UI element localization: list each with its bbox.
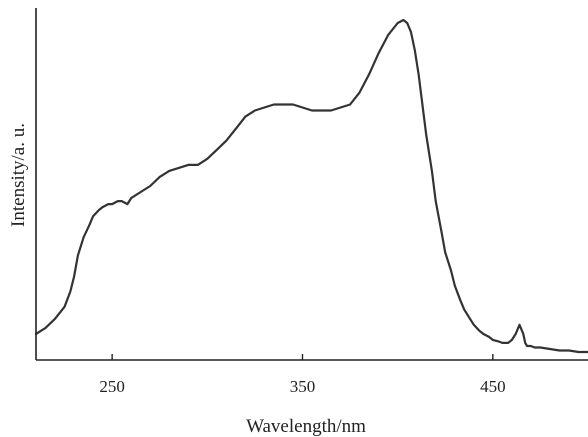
x-tick-label: 450 <box>480 377 506 396</box>
x-axis-ticks: 250 350 450 <box>99 354 506 396</box>
x-axis-label: Wavelength/nm <box>246 416 366 437</box>
y-axis-label: Intensity/a. u. <box>8 123 29 227</box>
x-tick-label: 350 <box>290 377 316 396</box>
plot-area <box>34 18 588 354</box>
x-tick-label: 250 <box>99 377 125 396</box>
series-line <box>34 18 588 354</box>
